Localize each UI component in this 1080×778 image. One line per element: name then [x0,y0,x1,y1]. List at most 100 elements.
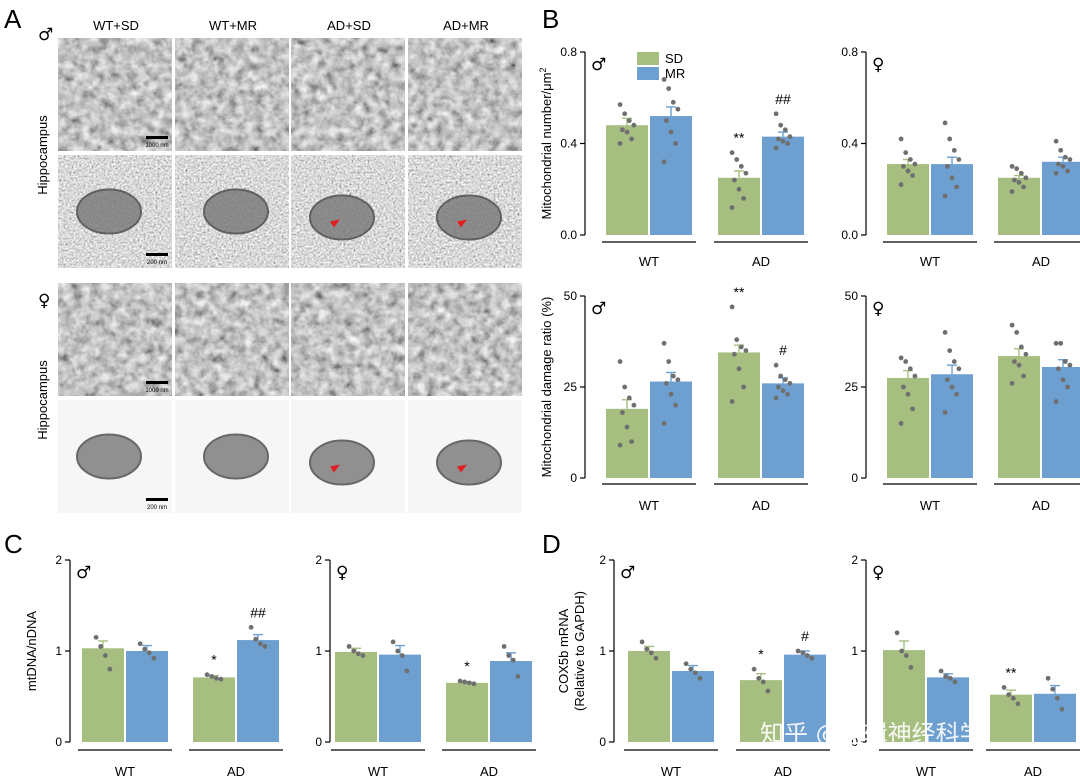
chart-b-2: 0.0 0.4 0.8 ♀ WT AD [841,45,1080,269]
data-point [743,348,749,353]
data-point [1014,330,1020,335]
bar-sd-ad [998,177,1040,235]
data-point [795,648,801,654]
significance-marker: ** [734,130,745,146]
y-tick-label: 0 [570,471,577,485]
condition-label-ad-mr: AD+MR [443,18,489,33]
data-point [510,657,516,663]
y-tick-label: 0 [55,735,62,749]
bar-sd-wt [82,648,124,742]
data-point [905,391,911,397]
data-point [644,646,650,652]
bar-mr-ad [1034,693,1076,742]
y-tick-label: 25 [564,380,578,394]
micrograph-r2-wt-mr [175,155,289,268]
data-point [908,664,914,670]
data-point [1053,170,1059,176]
data-point [1050,686,1056,692]
data-point [738,163,744,169]
micrograph-r3-wt-mr [175,283,289,396]
micrograph-r1-wt-mr [175,38,289,151]
micrograph-r1-ad-mr [408,38,522,151]
sex-symbol: ♀ [872,299,884,319]
data-point [395,648,401,654]
group-label-ad: AD [1024,764,1042,778]
data-point [1058,340,1064,346]
sex-symbol: ♀ [336,563,348,583]
micrograph-r3-ad-mr [408,283,522,396]
data-point [898,355,904,361]
y-tick-label: 0.8 [841,45,858,59]
group-label-wt: WT [920,498,940,513]
data-point [787,380,793,386]
bar-mr-wt [931,164,973,235]
data-point [1018,170,1024,176]
data-point [734,337,740,343]
data-point [661,340,667,346]
micrograph-grid: ♂ ♀ WT+SD WT+MR AD+SD AD+MR Hippocampus … [35,18,522,513]
data-point [1009,380,1015,386]
bar-mr-wt [126,651,168,742]
data-point [732,177,737,183]
data-point [1009,163,1015,169]
panel-label-b: B [542,4,559,34]
y-tick-label: 1 [599,644,606,658]
data-point [626,118,632,124]
data-point [1053,340,1059,346]
significance-marker: ** [734,284,745,300]
data-point [262,644,268,649]
data-point [390,639,396,645]
data-point [951,359,957,364]
y-tick-label: 0 [851,735,858,749]
data-point [620,410,625,415]
data-point [947,675,953,681]
data-point [253,636,259,642]
y-tick-label: 0 [315,735,322,749]
bar-sd-wt [883,650,925,742]
data-point [942,330,948,335]
bar-sd-wt [606,408,648,478]
data-point [956,366,962,372]
data-point [1010,695,1016,701]
significance-marker: # [779,342,787,358]
data-point [938,668,944,674]
data-point [1014,166,1020,172]
y-axis-label-superscript: 2 [538,68,548,73]
data-point [738,344,744,350]
data-point [257,641,263,647]
micrograph-r1-wt-sd: 1000 nm [58,38,172,151]
data-point [620,127,625,133]
data-point [773,111,779,117]
data-point [903,653,909,658]
data-point [910,406,915,412]
bar-sd-ad [718,352,760,478]
scale-bar-label: 200 nm [147,260,167,266]
data-point [218,676,224,682]
data-point [773,395,779,401]
micrograph-r4-wt-sd: 200 nm [58,400,172,513]
chart-c-5: 0 1 2 ♂ mtDNA/nDNA WT AD * ## [24,553,283,778]
data-point [1023,175,1029,181]
data-point [1054,695,1060,701]
scale-bar-label: 1000 nm [145,143,168,149]
data-point [668,391,674,397]
group-label-wt: WT [368,764,388,778]
micrograph-r4-wt-mr [175,400,289,513]
micrograph-r2-ad-mr [408,155,522,268]
chart-c-6: 0 1 2 ♀ WT AD * [315,553,536,778]
data-point [107,666,113,672]
data-point [787,134,793,140]
data-point [137,641,143,647]
data-point [675,377,681,383]
data-point [943,674,949,679]
data-point [204,672,210,678]
y-tick-label: 0.4 [841,137,858,151]
data-point [617,442,623,448]
condition-label-wt-mr: WT+MR [209,18,257,33]
data-point [457,678,463,684]
bar-mr-ad [762,136,804,235]
data-point [622,384,628,390]
y-tick-label: 2 [599,553,606,567]
data-point [664,118,669,124]
data-point [617,141,623,146]
